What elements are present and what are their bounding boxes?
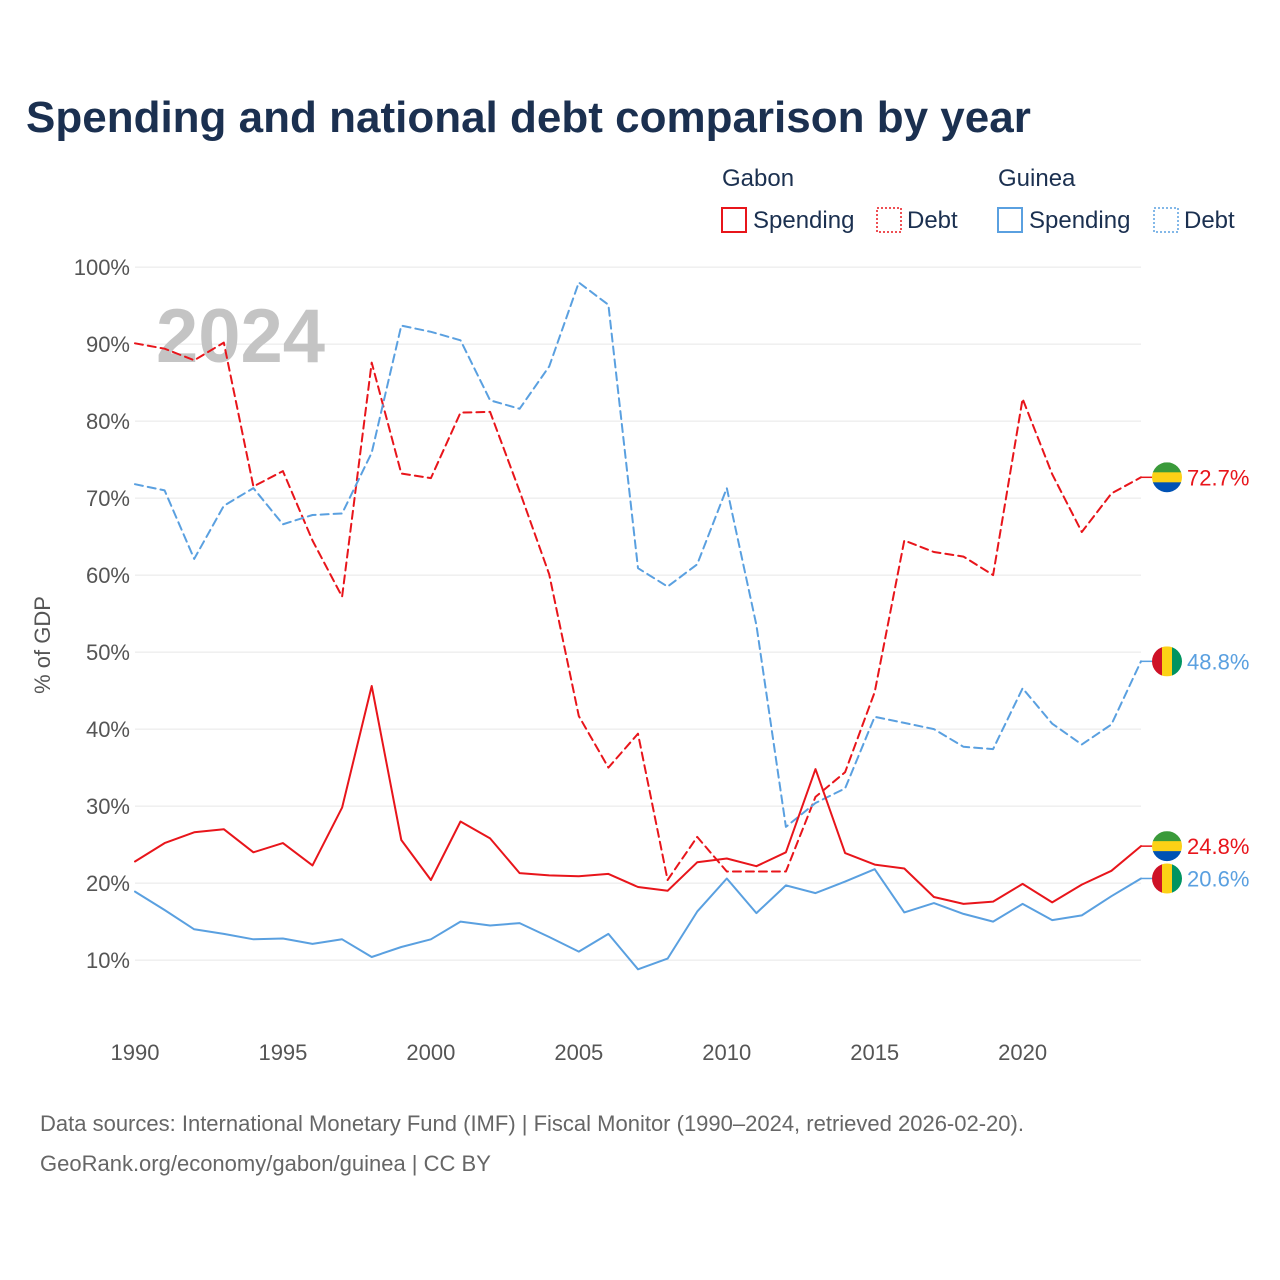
legend-swatch-guinea-debt[interactable] xyxy=(1153,207,1179,233)
flag-icon-guinea xyxy=(1152,863,1182,894)
footer-sources: Data sources: International Monetary Fun… xyxy=(40,1111,1024,1136)
x-tick-label: 2005 xyxy=(554,1040,603,1065)
y-axis-ticks: 10% 20% 30% 40% 50% 60% 70% 80% 90% 100% xyxy=(74,255,130,973)
y-tick-label: 80% xyxy=(86,409,130,434)
x-tick-label: 2010 xyxy=(702,1040,751,1065)
y-tick-label: 60% xyxy=(86,563,130,588)
legend-label-guinea-spending[interactable]: Spending xyxy=(1029,207,1130,234)
end-label-gabon-spending: 24.8% xyxy=(1187,834,1249,859)
series-line-guinea-debt[interactable] xyxy=(134,281,1142,828)
chart-title: Spending and national debt comparison by… xyxy=(26,93,1031,142)
y-axis-title: % of GDP xyxy=(30,596,55,694)
x-tick-label: 2015 xyxy=(850,1040,899,1065)
y-tick-label: 50% xyxy=(86,640,130,665)
series-line-gabon-debt[interactable] xyxy=(134,341,1142,881)
legend: Gabon Guinea Spending Debt Spending Debt xyxy=(721,165,1235,234)
legend-label-gabon-spending[interactable]: Spending xyxy=(753,207,854,234)
y-tick-label: 70% xyxy=(86,486,130,511)
y-tick-label: 30% xyxy=(86,794,130,819)
flag-icon-gabon xyxy=(1152,462,1182,493)
legend-group-gabon: Gabon xyxy=(722,165,794,192)
end-label-guinea-spending: 20.6% xyxy=(1187,866,1249,891)
legend-group-guinea: Guinea xyxy=(998,165,1076,192)
x-axis-ticks: 1990 1995 2000 2005 2010 2015 2020 xyxy=(111,1040,1048,1065)
series-lines xyxy=(134,281,1142,971)
footer-attribution[interactable]: GeoRank.org/economy/gabon/guinea | CC BY xyxy=(40,1151,491,1176)
series-line-guinea-spending[interactable] xyxy=(134,868,1142,971)
grid xyxy=(135,266,1141,961)
flag-icon-gabon xyxy=(1152,831,1182,862)
y-tick-label: 40% xyxy=(86,717,130,742)
series-line-gabon-spending[interactable] xyxy=(134,685,1142,905)
y-tick-label: 20% xyxy=(86,871,130,896)
y-tick-label: 100% xyxy=(74,255,130,280)
year-watermark: 2024 xyxy=(156,294,325,379)
x-tick-label: 2020 xyxy=(998,1040,1047,1065)
y-tick-label: 10% xyxy=(86,948,130,973)
end-label-guinea-debt: 48.8% xyxy=(1187,649,1249,674)
legend-label-guinea-debt[interactable]: Debt xyxy=(1184,207,1235,234)
legend-swatch-gabon-debt[interactable] xyxy=(876,207,902,233)
x-tick-label: 2000 xyxy=(406,1040,455,1065)
legend-swatch-gabon-spending[interactable] xyxy=(721,207,747,233)
x-tick-label: 1990 xyxy=(111,1040,160,1065)
legend-label-gabon-debt[interactable]: Debt xyxy=(907,207,958,234)
end-label-gabon-debt: 72.7% xyxy=(1187,465,1249,490)
legend-swatch-guinea-spending[interactable] xyxy=(997,207,1023,233)
flag-icon-guinea xyxy=(1152,646,1182,677)
y-tick-label: 90% xyxy=(86,332,130,357)
x-tick-label: 1995 xyxy=(258,1040,307,1065)
end-labels: 72.7% 48.8% 24.8% 20.6% xyxy=(1141,462,1249,894)
